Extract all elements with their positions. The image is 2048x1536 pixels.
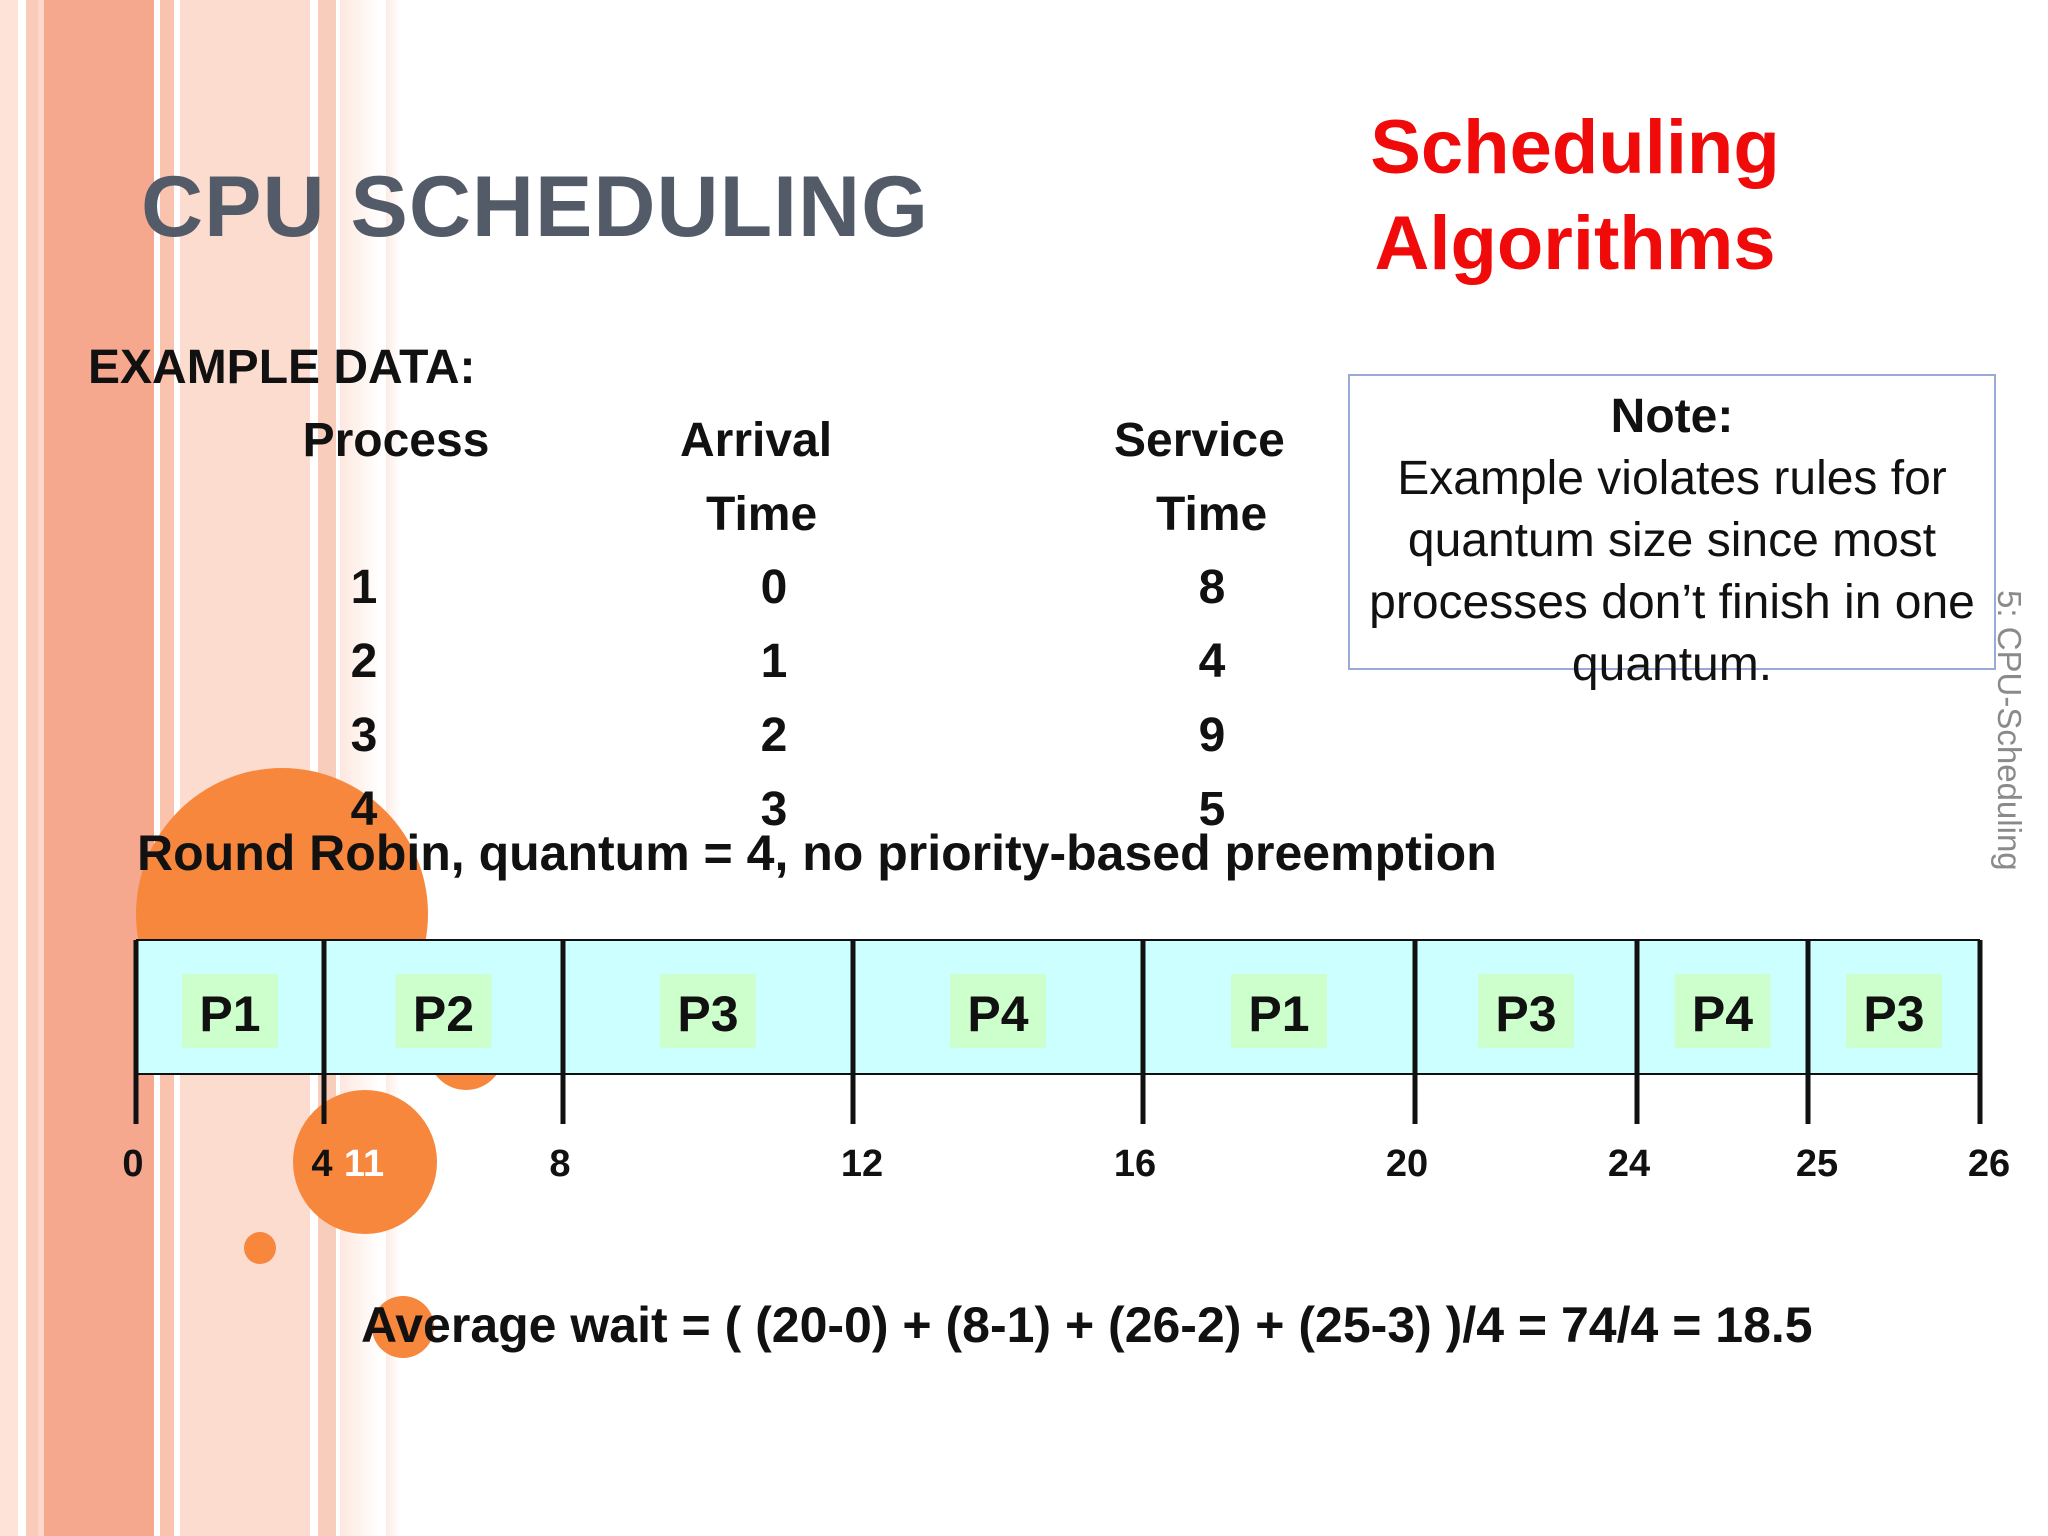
subtitle-line: Scheduling xyxy=(1370,105,1780,190)
cell-service: 5 xyxy=(1198,783,1226,836)
slide-subtitle: Scheduling Algorithms xyxy=(1340,100,1810,292)
decor-stripe xyxy=(0,0,18,1536)
stray-label: 11 xyxy=(344,1143,384,1185)
gantt-segment-label-bg xyxy=(1846,974,1942,1048)
gantt-segment-label-bg xyxy=(1231,974,1327,1048)
gantt-tick-label: 25 xyxy=(1796,1143,1838,1185)
cell-process: 1 xyxy=(350,561,378,614)
note-title: Note: xyxy=(1610,390,1734,443)
decor-stripe xyxy=(340,0,380,1536)
header-service: Service Time xyxy=(1100,404,1340,552)
decor-stripe xyxy=(160,0,174,1536)
gantt-tick-label: 8 xyxy=(549,1143,570,1185)
note-box xyxy=(1348,374,1996,670)
slide-title: CPU SCHEDULING xyxy=(141,159,930,255)
gantt-segment-label: P1 xyxy=(1248,986,1309,1042)
decor-circle xyxy=(293,1090,437,1234)
gantt-segment-label-bg xyxy=(395,974,492,1048)
gantt-segment-label: P2 xyxy=(413,986,474,1042)
decor-stripe xyxy=(44,0,154,1536)
note-body: Example violates rules for quantum size … xyxy=(1369,452,1975,691)
gantt-tick-label: 0 xyxy=(122,1143,143,1185)
gantt-tick-label: 4 xyxy=(311,1143,332,1185)
cell-process: 4 xyxy=(350,783,378,836)
average-wait-formula: Average wait = ( (20-0) + (8-1) + (26-2)… xyxy=(361,1297,1813,1353)
gantt-segment-label: P4 xyxy=(967,986,1028,1042)
gantt-segment-label-bg xyxy=(1478,974,1574,1048)
cell-service: 9 xyxy=(1198,709,1226,762)
header-service-line: Time xyxy=(1156,488,1268,541)
decor-circle xyxy=(244,1232,276,1264)
gantt-segment-label-bg xyxy=(182,974,278,1048)
cell-arrival: 2 xyxy=(760,709,788,762)
gantt-tick-label: 24 xyxy=(1608,1143,1650,1185)
header-arrival-line: Arrival xyxy=(680,414,833,467)
gantt-tick-label: 20 xyxy=(1386,1143,1428,1185)
decor-stripe xyxy=(26,0,38,1536)
gantt-tick-label: 16 xyxy=(1114,1143,1156,1185)
gantt-segment-label-bg xyxy=(660,974,756,1048)
gantt-segment-label-bg xyxy=(1674,974,1771,1048)
header-arrival-line: Time xyxy=(706,488,818,541)
cell-process: 3 xyxy=(350,709,378,762)
example-data-label: EXAMPLE DATA: xyxy=(88,341,476,394)
header-arrival: Arrival Time xyxy=(680,404,890,552)
decor-stripe xyxy=(38,0,44,1536)
cell-arrival: 3 xyxy=(760,783,788,836)
subtitle-line: Algorithms xyxy=(1374,201,1776,286)
cell-arrival: 0 xyxy=(760,561,788,614)
gantt-segment-label: P3 xyxy=(1495,986,1556,1042)
side-label: 5: CPU-Scheduling xyxy=(1991,590,2028,871)
cell-service: 4 xyxy=(1198,635,1226,688)
gantt-segment-label: P1 xyxy=(199,986,260,1042)
gantt-segment-label: P4 xyxy=(1692,986,1753,1042)
cell-service: 8 xyxy=(1198,561,1226,614)
round-robin-caption: Round Robin, quantum = 4, no priority-ba… xyxy=(137,825,1497,881)
gantt-tick-label: 26 xyxy=(1968,1143,2010,1185)
cell-arrival: 1 xyxy=(760,635,788,688)
note-text: Note: Example violates rules for quantum… xyxy=(1348,386,1996,696)
gantt-segment-label: P3 xyxy=(677,986,738,1042)
gantt-segment-label-bg xyxy=(950,974,1046,1048)
decor-circle xyxy=(372,1296,434,1358)
header-process: Process xyxy=(302,414,490,467)
cell-process: 2 xyxy=(350,635,378,688)
header-service-line: Service xyxy=(1114,414,1285,467)
gantt-segment-label: P3 xyxy=(1863,986,1924,1042)
gantt-tick-label: 12 xyxy=(841,1143,883,1185)
